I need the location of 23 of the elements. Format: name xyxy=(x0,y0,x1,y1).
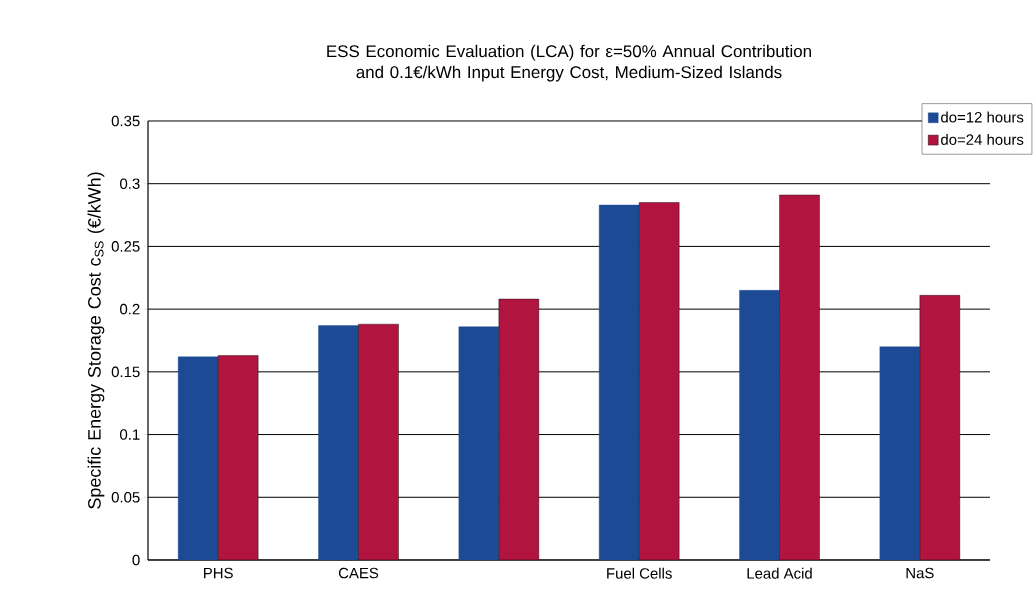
bar xyxy=(498,298,540,560)
y-tick-label: 0.15 xyxy=(111,366,140,378)
y-tick-label: 0.2 xyxy=(120,303,140,315)
bar xyxy=(919,295,961,560)
legend-label: do=24 hours xyxy=(941,133,1024,145)
y-tick-label: 0.05 xyxy=(111,491,140,503)
x-tick-label: NaS xyxy=(906,567,934,579)
chart-title: ESS Economic Evaluation (LCA) for ε=50% Annual Contribution and 0.1€/kWh Input Energy Cost, Medium-Sized Islands xyxy=(327,44,811,82)
bar xyxy=(638,202,680,560)
bar xyxy=(779,194,820,560)
y-tick-label: 0.35 xyxy=(111,115,140,127)
y-axis-title: Specific Energy Storage Cost c$_{SS}$ (€/kWh) xyxy=(87,172,105,509)
bar xyxy=(358,323,399,560)
y-tick-label: 0.25 xyxy=(111,241,140,252)
x-tick-label: Lead Acid xyxy=(747,567,812,579)
bar xyxy=(217,355,259,560)
y-tick-label: 0.1 xyxy=(120,429,140,440)
x-tick-label: CAES xyxy=(338,567,379,579)
x-tick-label: PHS xyxy=(204,567,233,579)
y-tick-label: 0 xyxy=(132,554,140,566)
legend-label: do=12 hours xyxy=(941,111,1024,123)
y-tick-label: 0.3 xyxy=(120,178,140,189)
x-tick-label: Fuel Cells xyxy=(607,567,672,579)
